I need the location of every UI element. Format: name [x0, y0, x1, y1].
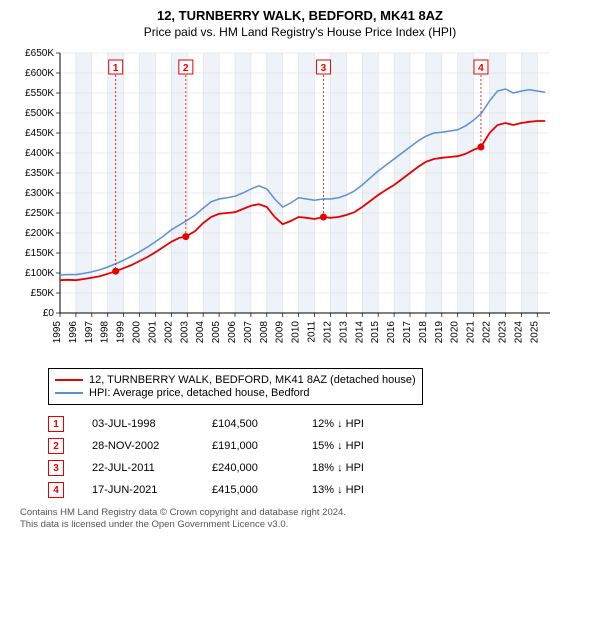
x-tick-label: 2003 [179, 321, 190, 344]
x-tick-label: 2020 [450, 321, 461, 344]
chart-area: 1995 1996 1997 1998 1999 2000 2001 2002 2003 2004… [10, 45, 590, 360]
legend-swatch [55, 379, 83, 381]
x-tick-label: 2009 [275, 321, 286, 344]
x-tick-label: 2002 [163, 321, 174, 344]
x-tick-label: 2019 [434, 321, 445, 344]
sales-row-marker: 1 [48, 416, 64, 432]
sales-row-date: 22-JUL-2011 [92, 462, 212, 474]
x-tick-label: 2010 [291, 321, 302, 344]
page-title: 12, TURNBERRY WALK, BEDFORD, MK41 8AZ [10, 8, 590, 23]
sale-marker-number: 2 [183, 63, 189, 74]
x-tick-label: 2016 [386, 321, 397, 344]
x-tick-label: 2001 [147, 321, 158, 344]
x-tick-label: 2018 [418, 321, 429, 344]
y-tick-label: £650K [25, 48, 54, 59]
sale-marker-number: 3 [321, 63, 327, 74]
x-tick-label: 2013 [338, 321, 349, 344]
y-tick-label: £150K [25, 248, 54, 259]
x-tick-label: 2005 [211, 321, 222, 344]
y-tick-label: £50K [31, 288, 55, 299]
sale-marker-number: 4 [478, 63, 484, 74]
x-tick-label: 2014 [354, 321, 365, 344]
x-tick-label: 2021 [466, 321, 477, 344]
y-tick-label: £100K [25, 268, 54, 279]
sales-row-marker: 2 [48, 438, 64, 454]
sales-row-marker: 4 [48, 482, 64, 498]
legend-row: HPI: Average price, detached house, Bedf… [55, 387, 416, 399]
sale-marker-dot [182, 233, 189, 240]
y-tick-label: £450K [25, 128, 54, 139]
x-tick-label: 2023 [497, 321, 508, 344]
legend-swatch [55, 392, 83, 394]
x-tick-label: 2024 [513, 321, 524, 344]
sale-marker-dot [320, 214, 327, 221]
footer-line2: This data is licensed under the Open Gov… [20, 519, 590, 531]
sales-row-date: 28-NOV-2002 [92, 440, 212, 452]
chart-container: 12, TURNBERRY WALK, BEDFORD, MK41 8AZ Pr… [0, 0, 600, 540]
sales-row: 1 03-JUL-1998£104,50012% ↓ HPI [48, 413, 590, 435]
x-tick-label: 2006 [227, 321, 238, 344]
sale-marker-number: 1 [113, 63, 119, 74]
sales-row-delta: 13% ↓ HPI [312, 484, 402, 496]
sales-row-price: £191,000 [212, 440, 312, 452]
x-tick-label: 2004 [195, 321, 206, 344]
x-tick-label: 1999 [116, 321, 127, 344]
y-tick-label: £600K [25, 68, 54, 79]
x-tick-label: 2011 [307, 321, 318, 343]
sales-row: 4 17-JUN-2021£415,00013% ↓ HPI [48, 479, 590, 501]
sales-row: 3 22-JUL-2011£240,00018% ↓ HPI [48, 457, 590, 479]
footer: Contains HM Land Registry data © Crown c… [20, 507, 590, 532]
legend: 12, TURNBERRY WALK, BEDFORD, MK41 8AZ (d… [48, 368, 423, 405]
footer-line1: Contains HM Land Registry data © Crown c… [20, 507, 590, 519]
x-tick-label: 2022 [482, 321, 493, 344]
sales-row-delta: 15% ↓ HPI [312, 440, 402, 452]
x-tick-label: 1997 [84, 321, 95, 344]
x-tick-label: 2015 [370, 321, 381, 344]
y-tick-label: £500K [25, 108, 54, 119]
x-tick-label: 1998 [100, 321, 111, 344]
y-tick-label: £250K [25, 208, 54, 219]
x-tick-label: 1996 [68, 321, 79, 344]
y-tick-label: £550K [25, 88, 54, 99]
x-tick-label: 2007 [243, 321, 254, 344]
legend-label: 12, TURNBERRY WALK, BEDFORD, MK41 8AZ (d… [89, 374, 416, 386]
x-tick-label: 2012 [322, 321, 333, 344]
legend-label: HPI: Average price, detached house, Bedf… [89, 387, 310, 399]
x-tick-label: 1995 [52, 321, 63, 344]
sales-row-marker: 3 [48, 460, 64, 476]
y-tick-label: £350K [25, 168, 54, 179]
sales-row-date: 03-JUL-1998 [92, 418, 212, 430]
sales-row-date: 17-JUN-2021 [92, 484, 212, 496]
sales-row-price: £415,000 [212, 484, 312, 496]
page-subtitle: Price paid vs. HM Land Registry's House … [10, 25, 590, 39]
x-tick-label: 2025 [529, 321, 540, 344]
y-tick-label: £0 [43, 308, 55, 319]
sale-marker-dot [112, 268, 119, 275]
x-tick-label: 2008 [259, 321, 270, 344]
sales-row-delta: 12% ↓ HPI [312, 418, 402, 430]
x-tick-label: 2017 [402, 321, 413, 344]
price-chart: 1995 1996 1997 1998 1999 2000 2001 2002 2003 2004… [10, 45, 550, 355]
sales-row-delta: 18% ↓ HPI [312, 462, 402, 474]
sales-row-price: £240,000 [212, 462, 312, 474]
y-tick-label: £400K [25, 148, 54, 159]
sale-marker-dot [477, 144, 484, 151]
y-tick-label: £300K [25, 188, 54, 199]
sales-row-price: £104,500 [212, 418, 312, 430]
x-tick-label: 2000 [132, 321, 143, 344]
sales-table: 1 03-JUL-1998£104,50012% ↓ HPI 2 28-NOV-200… [48, 413, 590, 501]
legend-row: 12, TURNBERRY WALK, BEDFORD, MK41 8AZ (d… [55, 374, 416, 386]
y-tick-label: £200K [25, 228, 54, 239]
sales-row: 2 28-NOV-2002£191,00015% ↓ HPI [48, 435, 590, 457]
